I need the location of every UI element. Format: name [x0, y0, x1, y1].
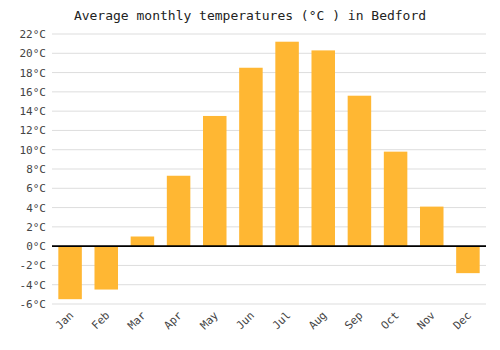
y-tick-label: 10°C [20, 144, 47, 157]
bar [94, 246, 118, 289]
x-tick-label: Jan [53, 309, 76, 332]
y-tick-label: 4°C [26, 202, 46, 215]
grid-line [52, 149, 486, 150]
bar [384, 152, 408, 247]
x-tick-label: Nov [415, 309, 439, 333]
grid-line [52, 72, 486, 73]
y-tick-label: 12°C [20, 124, 47, 137]
y-tick-label: 18°C [20, 67, 47, 80]
grid-line [52, 130, 486, 131]
x-tick-label: Apr [161, 309, 185, 333]
y-tick-label: 22°C [20, 28, 47, 41]
y-tick-label: 16°C [20, 86, 47, 99]
x-tick-label: Mar [125, 309, 149, 333]
y-tick-label: 2°C [26, 221, 46, 234]
zero-line [52, 245, 486, 247]
bar [167, 176, 191, 246]
grid [52, 34, 486, 304]
y-tick-label: -6°C [20, 298, 47, 311]
bars [58, 42, 479, 299]
x-tick-label: May [198, 309, 222, 333]
y-tick-label: -2°C [20, 259, 47, 272]
y-tick-label: 8°C [26, 163, 46, 176]
grid-line [52, 34, 486, 35]
y-tick-label: -4°C [20, 279, 47, 292]
y-tick-label: 14°C [20, 105, 47, 118]
bar [420, 207, 444, 247]
x-tick-label: Sep [342, 309, 365, 332]
x-tick-label: Oct [378, 309, 401, 332]
grid-line [52, 91, 486, 92]
y-tick-label: 6°C [26, 182, 46, 195]
bar [348, 96, 372, 246]
bar [58, 246, 82, 299]
grid-line [52, 246, 486, 247]
bar [131, 237, 155, 247]
bar [203, 116, 227, 246]
grid-line [52, 188, 486, 189]
grid-line [52, 111, 486, 112]
x-tick-label: Jun [234, 309, 257, 332]
title: Average monthly temperatures (°C ) in Be… [74, 8, 426, 23]
bar [239, 68, 263, 246]
x-tick-label: Feb [89, 309, 112, 332]
grid-line [52, 304, 486, 305]
bar [275, 42, 299, 246]
bar [456, 246, 480, 273]
y-tick-label: 20°C [20, 47, 47, 60]
x-tick-label: Jul [270, 309, 293, 332]
y-tick-label: 0°C [26, 240, 46, 253]
grid-line [52, 53, 486, 54]
x-tick-label: Dec [451, 309, 474, 332]
bar [311, 50, 335, 246]
x-tick-label: Aug [306, 309, 329, 332]
chart: Average monthly temperatures (°C ) in Be… [0, 0, 500, 350]
grid-line [52, 169, 486, 170]
